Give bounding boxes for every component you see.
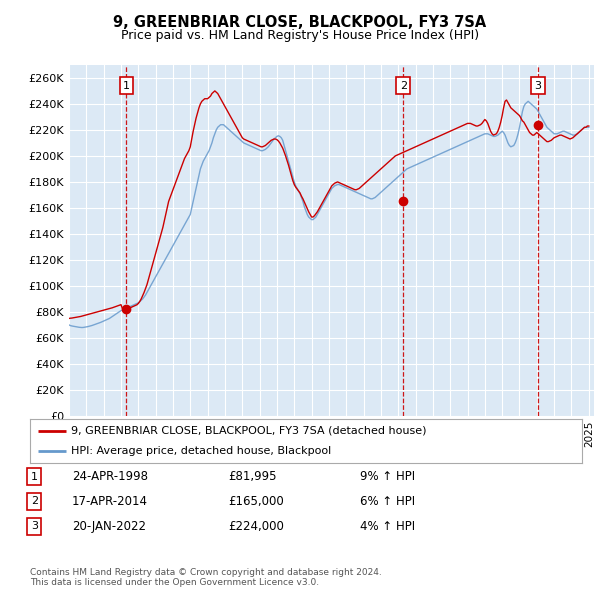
Text: Price paid vs. HM Land Registry's House Price Index (HPI): Price paid vs. HM Land Registry's House …: [121, 30, 479, 42]
Text: 4% ↑ HPI: 4% ↑ HPI: [360, 520, 415, 533]
Text: Contains HM Land Registry data © Crown copyright and database right 2024.
This d: Contains HM Land Registry data © Crown c…: [30, 568, 382, 587]
Text: 3: 3: [534, 81, 541, 91]
Text: 6% ↑ HPI: 6% ↑ HPI: [360, 495, 415, 508]
Text: 3: 3: [31, 522, 38, 531]
Text: 9, GREENBRIAR CLOSE, BLACKPOOL, FY3 7SA: 9, GREENBRIAR CLOSE, BLACKPOOL, FY3 7SA: [113, 15, 487, 30]
Text: £165,000: £165,000: [228, 495, 284, 508]
Text: HPI: Average price, detached house, Blackpool: HPI: Average price, detached house, Blac…: [71, 446, 332, 456]
Text: 24-APR-1998: 24-APR-1998: [72, 470, 148, 483]
Text: 9, GREENBRIAR CLOSE, BLACKPOOL, FY3 7SA (detached house): 9, GREENBRIAR CLOSE, BLACKPOOL, FY3 7SA …: [71, 426, 427, 436]
Text: 2: 2: [400, 81, 407, 91]
Text: 9% ↑ HPI: 9% ↑ HPI: [360, 470, 415, 483]
Text: 17-APR-2014: 17-APR-2014: [72, 495, 148, 508]
Text: 2: 2: [31, 497, 38, 506]
Text: 1: 1: [123, 81, 130, 91]
Text: 1: 1: [31, 472, 38, 481]
Text: 20-JAN-2022: 20-JAN-2022: [72, 520, 146, 533]
Text: £224,000: £224,000: [228, 520, 284, 533]
Text: £81,995: £81,995: [228, 470, 277, 483]
